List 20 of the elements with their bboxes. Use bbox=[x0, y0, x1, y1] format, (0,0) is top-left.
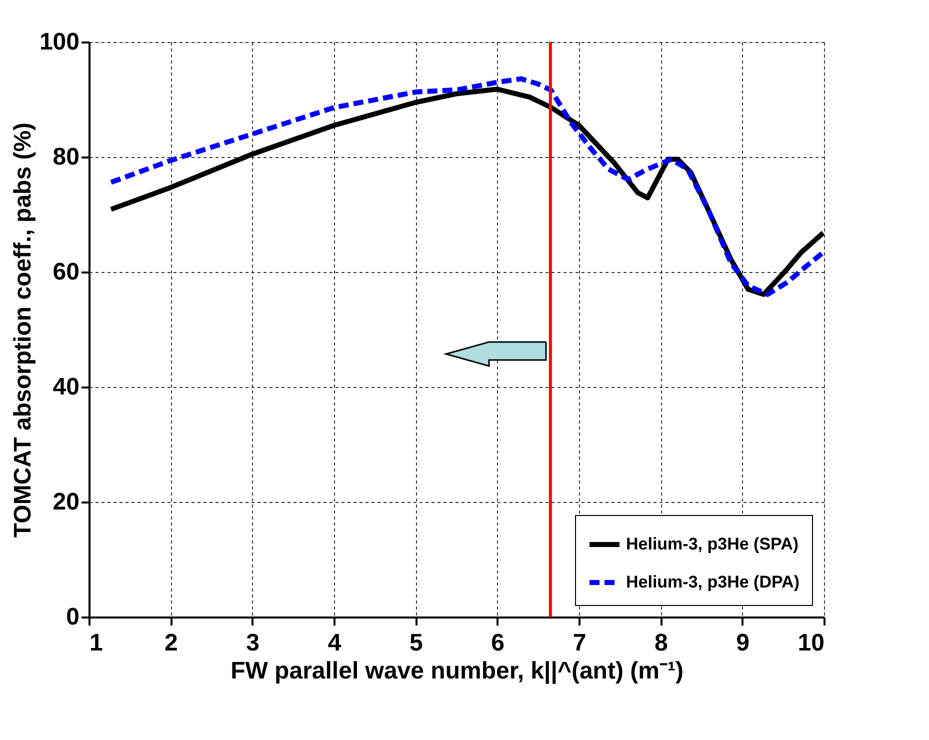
x-tick-label: 4 bbox=[328, 630, 342, 656]
y-axis-title: TOMCAT absorption coeff., pabs (%) bbox=[9, 122, 36, 538]
y-tick-label: 20 bbox=[52, 488, 80, 516]
x-tick-label: 2 bbox=[164, 630, 178, 656]
x-tick-label: 7 bbox=[572, 630, 586, 656]
x-tick-label: 9 bbox=[736, 630, 750, 656]
y-tick-label: 60 bbox=[52, 258, 80, 286]
x-tick-label: 1 bbox=[90, 630, 103, 656]
x-axis-title: FW parallel wave number, k||^(ant) (m⁻¹) bbox=[230, 658, 684, 684]
legend-label: Helium-3, p3He (SPA) bbox=[626, 534, 799, 554]
y-tick-label: 80 bbox=[52, 144, 80, 170]
y-tick-label: 0 bbox=[66, 604, 80, 630]
x-tick-label: 10 bbox=[798, 630, 824, 656]
legend-label: Helium-3, p3He (DPA) bbox=[626, 572, 800, 592]
y-tick-label: 100 bbox=[39, 28, 80, 56]
x-tick-label: 5 bbox=[409, 630, 423, 656]
y-tick-label: 40 bbox=[52, 374, 80, 400]
x-tick-label: 3 bbox=[246, 630, 260, 656]
x-tick-label: 6 bbox=[491, 630, 505, 656]
x-tick-label: 8 bbox=[654, 630, 668, 656]
